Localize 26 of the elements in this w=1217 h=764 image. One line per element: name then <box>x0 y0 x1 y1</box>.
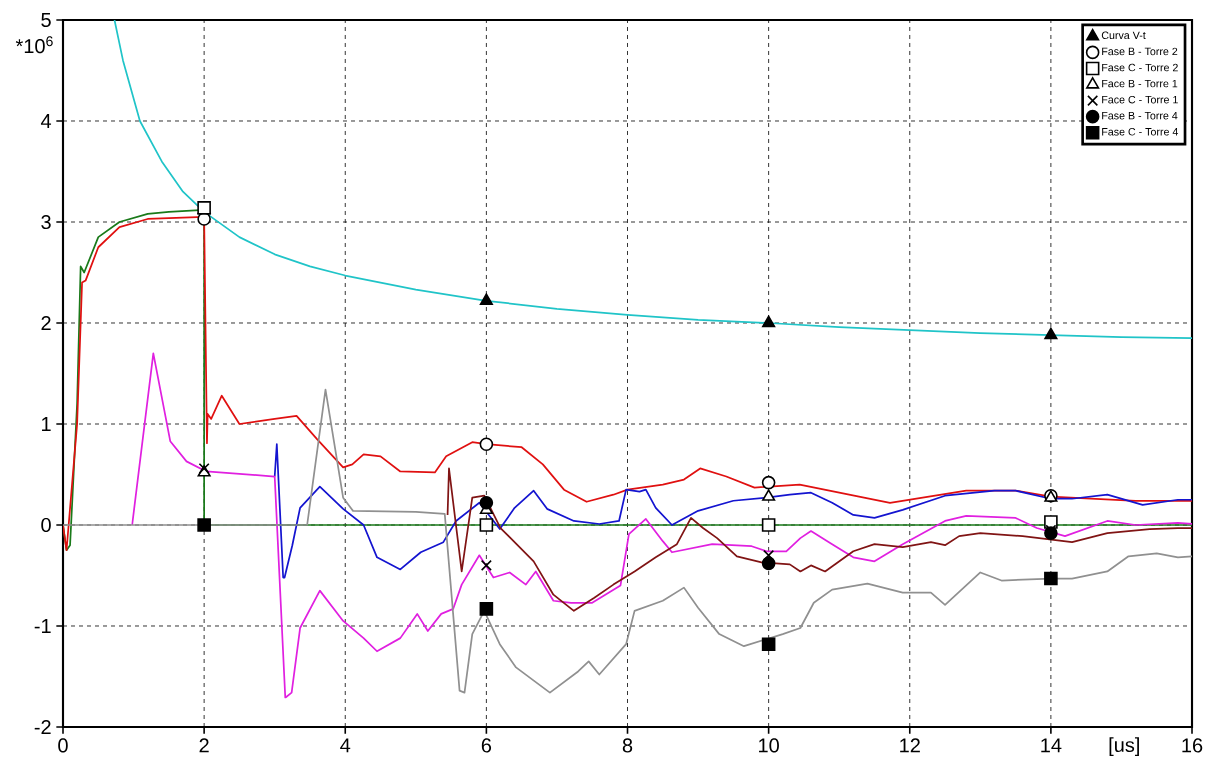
x-tick-label: 16 <box>1182 738 1203 753</box>
y-tick-label: 4 <box>40 114 52 128</box>
legend-label: Face C - Torre 1 <box>1102 95 1178 104</box>
legend-label: Fase C - Torre 4 <box>1102 128 1179 136</box>
y-tick-label: -1 <box>34 619 51 633</box>
y-tick-label: -2 <box>34 720 51 734</box>
legend-label: Curva V-t <box>1101 31 1146 40</box>
x-tick-label: 2 <box>199 738 209 753</box>
x-tick-label: 0 <box>58 738 68 753</box>
legend-label: Face B - Torre 1 <box>1102 79 1178 88</box>
x-tick-label: 4 <box>340 738 351 753</box>
y-tick-label: 5 <box>41 13 51 27</box>
x-axis-title: [us] <box>1109 737 1139 756</box>
x-tick-label: 12 <box>900 738 920 753</box>
legend-label: Fase B - Torre 4 <box>1102 112 1178 120</box>
x-tick-label: 10 <box>759 738 779 753</box>
y-tick-label: 2 <box>41 316 51 330</box>
x-tick-label: 6 <box>481 738 492 753</box>
x-tick-label: 14 <box>1041 738 1062 753</box>
y-tick-label: 3 <box>41 214 51 230</box>
x-tick-label: 8 <box>622 738 633 753</box>
y-tick-label: 1 <box>42 417 51 431</box>
y-axis-title: *10$^{6}$ <box>15 36 53 54</box>
legend-label: Fase C - Torre 2 <box>1102 63 1178 72</box>
y-tick-label: 0 <box>41 517 51 533</box>
legend-label: Fase B - Torre 2 <box>1102 47 1178 56</box>
